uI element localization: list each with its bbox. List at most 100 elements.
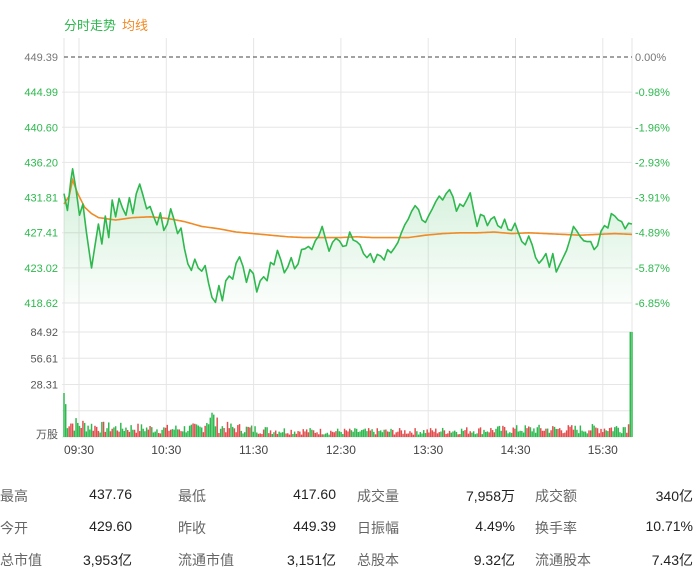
- volume-bar: [240, 430, 243, 437]
- volume-bar: [207, 424, 210, 437]
- volume-bar: [63, 393, 65, 437]
- volume-bar: [467, 433, 470, 437]
- volume-bar: [624, 427, 626, 437]
- time-tick-label: 13:30: [413, 443, 443, 457]
- volume-bar: [476, 433, 478, 437]
- stat-item: 流通市值 3,151亿: [178, 550, 336, 580]
- volume-bar: [438, 432, 440, 437]
- volume-bar: [564, 432, 566, 437]
- stat-value: 10.71%: [645, 518, 693, 534]
- volume-bar: [305, 429, 308, 437]
- stat-item: 流通股本 7.43亿: [535, 550, 693, 580]
- volume-bar: [533, 428, 535, 437]
- volume-bar: [603, 428, 606, 437]
- volume-bar: [538, 424, 540, 437]
- volume-bar: [417, 434, 420, 437]
- volume-bar: [452, 431, 454, 437]
- volume-bar: [428, 432, 430, 437]
- volume-bar: [139, 431, 141, 437]
- volume-bar: [149, 426, 151, 437]
- percent-tick-label: 0.00%: [635, 52, 666, 64]
- volume-bar: [586, 433, 588, 437]
- volume-bar: [445, 433, 447, 437]
- volume-bar: [280, 432, 282, 437]
- volume-bar: [348, 428, 351, 437]
- volume-bar: [431, 430, 434, 437]
- volume-bar: [176, 429, 179, 437]
- stat-label: 换手率: [535, 520, 577, 536]
- volume-bar: [211, 412, 213, 437]
- volume-bar: [581, 430, 583, 437]
- volume-bar: [397, 431, 399, 437]
- volume-bar: [230, 423, 232, 437]
- volume-bar: [362, 429, 365, 437]
- volume-bar: [231, 426, 234, 437]
- price-tick-label: 427.41: [24, 228, 58, 240]
- volume-bar: [108, 422, 110, 437]
- volume-bar: [617, 427, 619, 437]
- price-tick-label: 423.02: [24, 263, 58, 275]
- volume-bar: [218, 433, 220, 437]
- volume-bar: [510, 432, 513, 437]
- stat-value: 429.60: [89, 518, 132, 534]
- volume-bar: [233, 428, 236, 437]
- volume-bar: [271, 434, 273, 437]
- volume-bar: [543, 430, 545, 437]
- volume-bar: [423, 430, 425, 437]
- volume-bar: [469, 431, 471, 437]
- volume-bar: [130, 425, 132, 437]
- volume-bar: [529, 427, 532, 437]
- volume-bar: [90, 423, 93, 437]
- volume-bar: [226, 421, 229, 437]
- volume-bar: [163, 427, 165, 437]
- stat-item: 总股本 9.32亿: [357, 550, 515, 580]
- volume-bar: [106, 428, 108, 437]
- volume-bar: [288, 434, 291, 437]
- stat-label: 日振幅: [357, 520, 399, 536]
- volume-bar: [569, 426, 571, 437]
- volume-bar: [565, 430, 568, 437]
- volume-bar: [393, 434, 396, 437]
- volume-bar: [254, 426, 256, 437]
- stat-item: 成交量 7,958万: [357, 486, 515, 516]
- volume-bar: [400, 430, 403, 437]
- volume-bar: [447, 433, 449, 437]
- volume-bar: [247, 426, 249, 437]
- volume-bar: [354, 428, 356, 437]
- chart-legend: 分时走势 均线: [64, 18, 148, 33]
- stat-value: 3,151亿: [286, 552, 336, 568]
- volume-bar: [116, 430, 119, 437]
- volume-bar: [261, 434, 263, 437]
- volume-bar: [102, 421, 105, 437]
- volume-bar: [345, 430, 348, 437]
- volume-bar: [285, 433, 287, 437]
- volume-bar: [293, 431, 296, 437]
- volume-bar: [460, 428, 463, 437]
- volume-bar: [321, 434, 323, 437]
- volume-bar: [276, 433, 279, 437]
- volume-bar: [94, 425, 96, 437]
- price-axis: 449.39 444.99 440.60 436.20 431.81 427.41 423.…: [24, 52, 58, 310]
- volume-bar: [359, 431, 361, 437]
- volume-bar: [498, 425, 501, 437]
- volume-bar: [190, 424, 193, 437]
- stat-value: 449.39: [293, 518, 336, 534]
- volume-bar: [121, 428, 124, 437]
- volume-bar: [168, 430, 170, 437]
- volume-bar: [612, 431, 614, 437]
- volume-bar: [450, 432, 452, 437]
- volume-bar: [448, 430, 451, 437]
- volume-bar: [627, 424, 630, 437]
- price-tick-label: 436.20: [24, 157, 58, 169]
- percent-tick-label: -4.89%: [635, 228, 670, 240]
- volume-bar: [209, 417, 212, 437]
- volume-bar: [416, 431, 418, 437]
- volume-tick-label: 28.31: [30, 380, 58, 392]
- price-tick-label: 449.39: [24, 52, 58, 64]
- volume-bar: [390, 428, 392, 437]
- volume-bar: [250, 425, 253, 437]
- volume-bar: [602, 432, 604, 437]
- volume-bar: [386, 431, 389, 437]
- volume-bar: [409, 431, 411, 437]
- stat-label: 流通市值: [178, 552, 234, 568]
